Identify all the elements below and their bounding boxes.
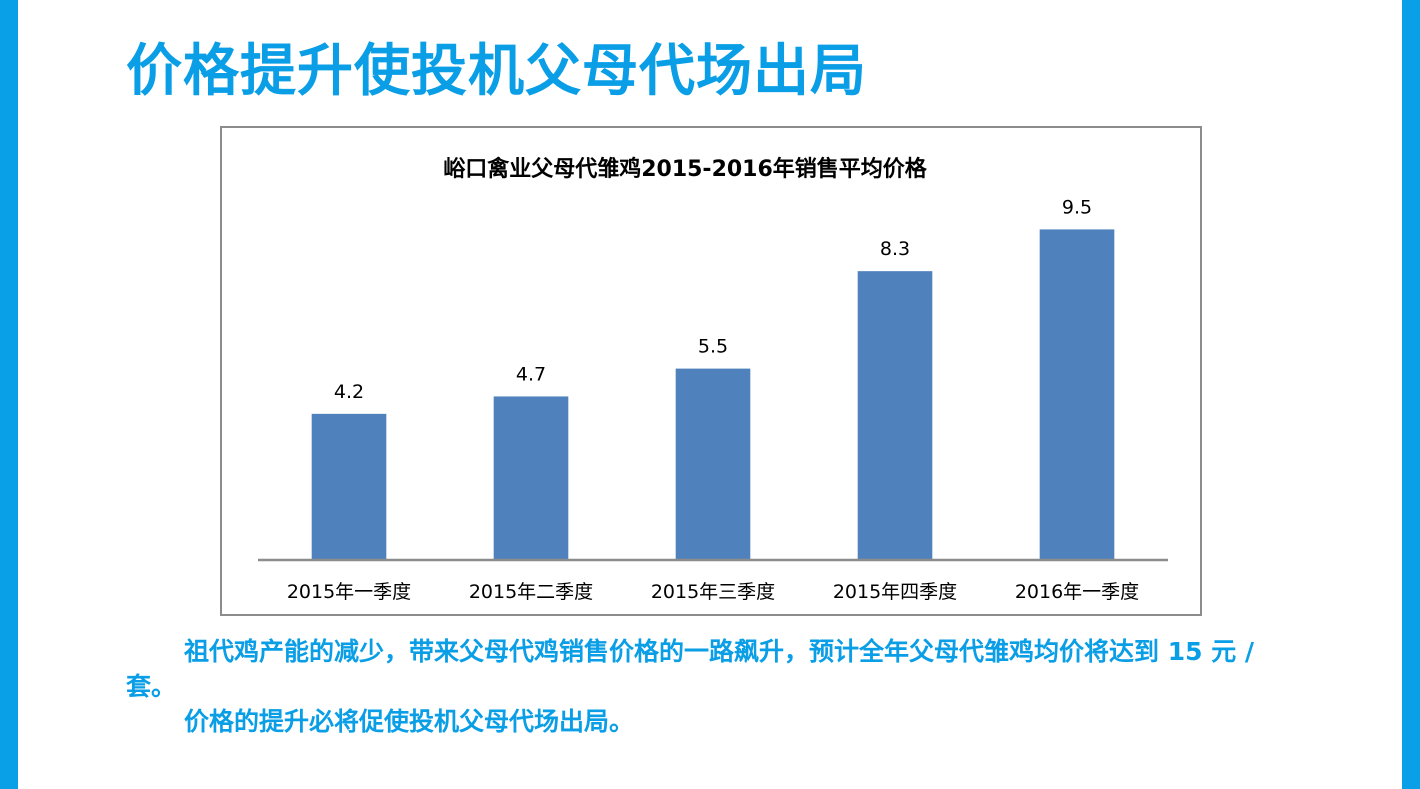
paragraph-1: 祖代鸡产能的减少，带来父母代鸡销售价格的一路飙升，预计全年父母代雏鸡均价将达到 …: [126, 637, 1255, 701]
data-label-4: 8.3: [880, 238, 910, 260]
data-label-5: 9.5: [1062, 196, 1092, 218]
bar-3: [675, 368, 751, 560]
x-tick-label-1: 2015年一季度: [287, 581, 411, 603]
bar-2: [493, 396, 569, 560]
bar-5: [1039, 229, 1115, 560]
right-accent-bar: [1402, 0, 1420, 789]
data-label-2: 4.7: [516, 363, 546, 385]
data-label-1: 4.2: [334, 381, 364, 403]
data-label-3: 5.5: [698, 336, 728, 358]
page-title: 价格提升使投机父母代场出局: [126, 39, 867, 104]
bar-4: [857, 271, 933, 560]
x-tick-label-4: 2015年四季度: [833, 581, 957, 603]
left-accent-bar: [0, 0, 18, 789]
bar-chart: 峪口禽业父母代雏鸡2015-2016年销售平均价格 4.2 2015年一季度 4.7…: [258, 156, 1168, 603]
paragraph-2: 价格的提升必将促使投机父母代场出局。: [184, 707, 635, 736]
x-tick-label-3: 2015年三季度: [651, 581, 775, 603]
body-text: 祖代鸡产能的减少，带来父母代鸡销售价格的一路飙升，预计全年父母代雏鸡均价将达到 …: [126, 634, 1286, 739]
chart-title: 峪口禽业父母代雏鸡2015-2016年销售平均价格: [443, 156, 928, 182]
bar-1: [311, 413, 387, 560]
x-tick-label-5: 2016年一季度: [1015, 581, 1139, 603]
chart-container: 峪口禽业父母代雏鸡2015-2016年销售平均价格 4.2 2015年一季度 4.7…: [220, 126, 1202, 616]
x-tick-label-2: 2015年二季度: [469, 581, 593, 603]
